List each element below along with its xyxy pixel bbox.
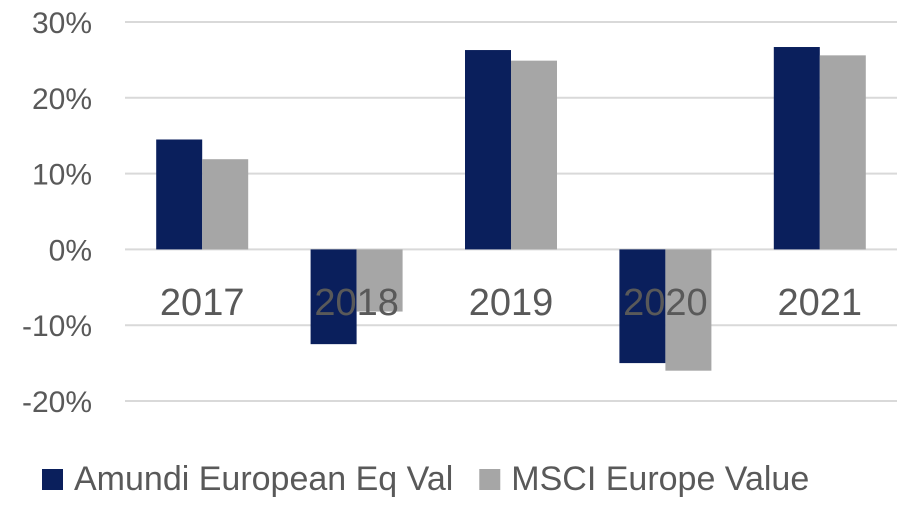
legend-swatch	[42, 469, 63, 490]
legend: Amundi European Eq Val MSCI Europe Value	[42, 460, 809, 498]
bar-2019-series-1	[465, 50, 511, 250]
legend-label: Amundi European Eq Val	[74, 460, 453, 498]
category-label: 2019	[469, 282, 554, 324]
bar-2020-series-2	[665, 249, 712, 371]
y-tick-label: -10%	[22, 310, 92, 343]
y-axis-tick-labels: 30% 20% 10% 0% -10% -20%	[22, 7, 92, 419]
category-label: 2020	[623, 282, 708, 324]
category-label: 2021	[778, 282, 863, 324]
bar-2021-series-2	[819, 55, 866, 250]
bar-2018-series-1	[310, 249, 357, 345]
y-tick-label: -20%	[22, 386, 92, 419]
bars	[156, 47, 866, 371]
y-tick-label: 20%	[32, 83, 92, 116]
y-tick-label: 30%	[32, 7, 92, 40]
bar-2017-series-2	[202, 159, 249, 250]
category-labels: 2017 2018 2019 2020 2021	[160, 282, 862, 324]
category-label: 2018	[314, 282, 399, 324]
bar-2020-series-1	[619, 249, 666, 364]
category-label: 2017	[160, 282, 245, 324]
y-tick-label: 0%	[49, 234, 92, 267]
y-tick-label: 10%	[32, 159, 92, 192]
bar-2019-series-2	[511, 60, 557, 250]
bar-2021-series-1	[773, 47, 820, 250]
legend-swatch	[479, 469, 501, 490]
bar-2018-series-2	[356, 249, 403, 312]
legend-label: MSCI Europe Value	[511, 460, 809, 498]
bar-2017-series-1	[156, 139, 203, 250]
